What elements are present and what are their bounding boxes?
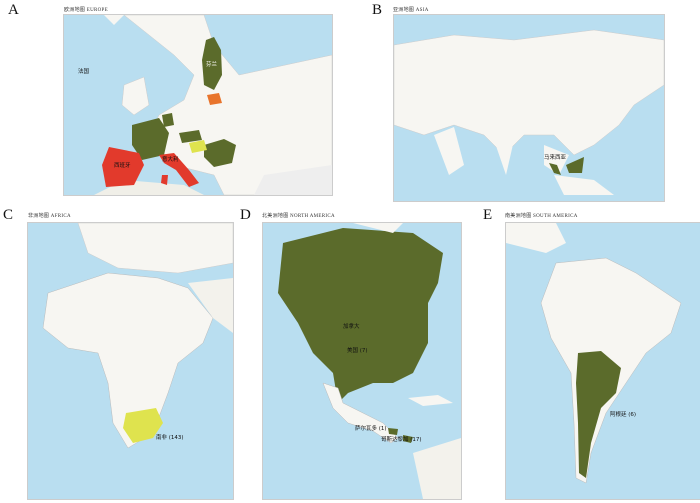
region-finland [202,37,222,90]
label-italy: 意大利 [162,157,179,163]
label-costa-rica: 哥斯达黎加 (17) [381,437,422,443]
region-france [132,118,169,160]
region-canada-usa [278,228,443,403]
south-america-map-graphic [506,223,682,484]
panel-letter-e: E [483,207,493,223]
region-spain [102,147,144,187]
map-europe: 法国 西班牙 意大利 芬兰 [63,14,333,196]
label-usa: 美国 (7) [347,348,368,354]
panel-letter-c: C [3,207,14,223]
label-finland: 芬兰 [206,62,218,68]
map-asia: 马来西亚 [393,14,665,202]
map-africa: 南非 (143) [27,222,234,500]
north-america-map-graphic [278,223,461,499]
region-costa-rica [403,435,413,443]
panel-title-europe: 欧洲地图 EUROPE [64,8,108,13]
asia-map-graphic [394,29,664,195]
label-spain: 西班牙 [114,163,131,169]
map-north-america: 加拿大 美国 (7) 萨尔瓦多 (1) 哥斯达黎加 (17) [262,222,462,500]
label-el-salvador: 萨尔瓦多 (1) [355,426,387,432]
label-canada: 加拿大 [343,324,360,330]
label-south-africa: 南非 (143) [156,435,184,441]
label-malaysia: 马来西亚 [544,155,567,161]
region-el-salvador [388,428,398,435]
region-italy [159,153,199,187]
panel-title-asia: 亚洲地图 ASIA [393,8,429,13]
region-argentina [576,351,621,478]
label-france: 法国 [78,69,90,75]
label-argentina: 阿根廷 (6) [610,412,637,418]
region-south-africa [123,408,163,443]
panel-title-africa: 非洲地图 AFRICA [28,214,71,219]
europe-map-graphic [94,15,332,195]
region-malaysia-west [549,163,561,175]
region-baltic [207,93,222,105]
panel-letter-d: D [240,207,251,223]
region-malaysia-east [566,157,584,173]
panel-title-north-america: 北美洲地图 NORTH AMERICA [262,214,335,219]
map-south-america: 阿根廷 (6) [505,222,700,500]
panel-title-south-america: 南美洲地图 SOUTH AMERICA [505,214,578,219]
panel-letter-a: A [8,2,19,18]
africa-map-graphic [42,223,233,449]
panel-letter-b: B [372,2,383,18]
